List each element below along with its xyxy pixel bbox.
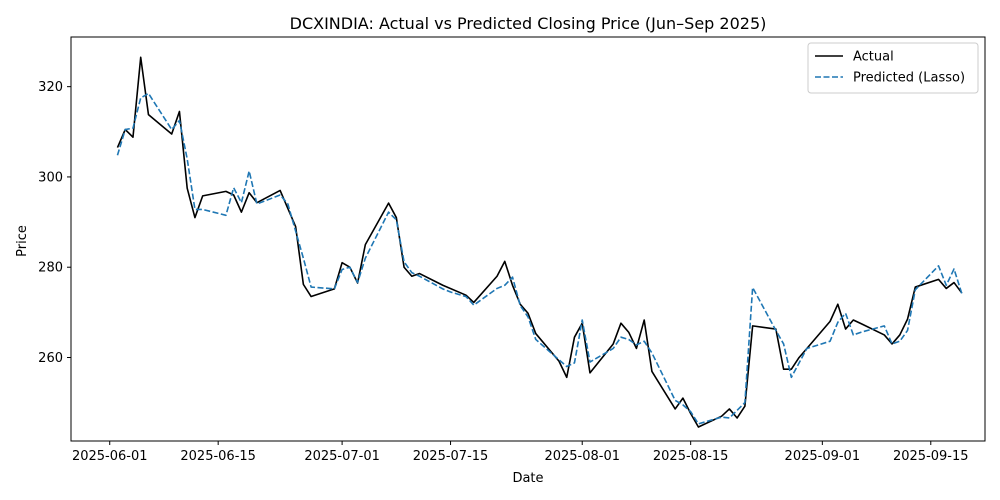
axes-frame xyxy=(71,37,985,441)
x-axis-label: Date xyxy=(512,471,543,486)
series-line-actual xyxy=(117,57,961,427)
y-tick-label: 320 xyxy=(38,80,63,95)
y-tick-label: 260 xyxy=(38,351,63,366)
legend-label: Predicted (Lasso) xyxy=(853,71,965,86)
x-tick-label: 2025-06-01 xyxy=(72,449,148,464)
x-tick-label: 2025-07-01 xyxy=(304,449,380,464)
plot-area: 2025-06-01 2025-06-15 2025-07-01 2025-07-15… xyxy=(38,37,985,464)
legend-label: Actual xyxy=(853,50,894,65)
y-axis-label: Price xyxy=(15,225,30,257)
x-tick-label: 2025-06-15 xyxy=(180,449,256,464)
y-tick-label: 300 xyxy=(38,170,63,185)
x-tick-label: 2025-07-15 xyxy=(413,449,489,464)
x-tick-label: 2025-08-15 xyxy=(653,449,729,464)
x-tick-label: 2025-09-15 xyxy=(893,449,969,464)
y-tick-label: 280 xyxy=(38,261,63,276)
legend: Actual Predicted (Lasso) xyxy=(808,43,978,93)
x-tick-label: 2025-09-01 xyxy=(785,449,861,464)
series-line-predicted xyxy=(117,93,961,423)
x-tick-label: 2025-08-01 xyxy=(544,449,620,464)
chart-title: DCXINDIA: Actual vs Predicted Closing Pr… xyxy=(290,14,767,33)
